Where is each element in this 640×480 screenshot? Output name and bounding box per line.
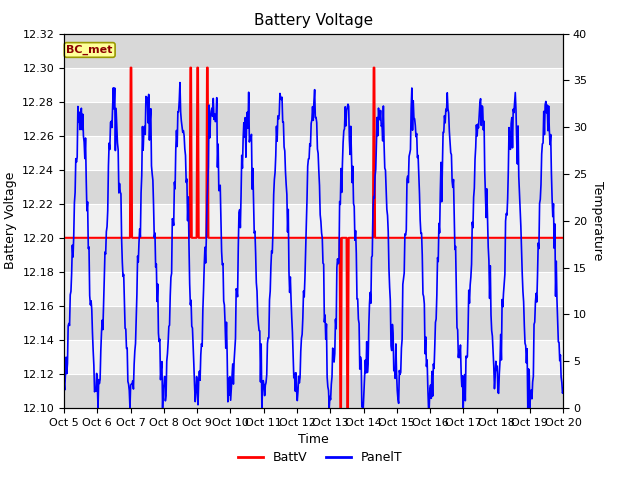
Bar bbox=[64, 374, 563, 408]
Bar bbox=[64, 34, 563, 68]
Bar bbox=[64, 204, 563, 238]
Bar bbox=[64, 272, 563, 306]
Bar bbox=[64, 102, 563, 136]
Title: Battery Voltage: Battery Voltage bbox=[254, 13, 373, 28]
Y-axis label: Temperature: Temperature bbox=[591, 181, 604, 261]
X-axis label: Time: Time bbox=[298, 433, 329, 446]
Bar bbox=[64, 238, 563, 272]
Text: BC_met: BC_met bbox=[67, 45, 113, 55]
Bar bbox=[64, 170, 563, 204]
Bar bbox=[64, 340, 563, 374]
Legend: BattV, PanelT: BattV, PanelT bbox=[232, 446, 408, 469]
Bar bbox=[64, 136, 563, 170]
Bar bbox=[64, 306, 563, 340]
Bar bbox=[64, 68, 563, 102]
Y-axis label: Battery Voltage: Battery Voltage bbox=[4, 172, 17, 269]
